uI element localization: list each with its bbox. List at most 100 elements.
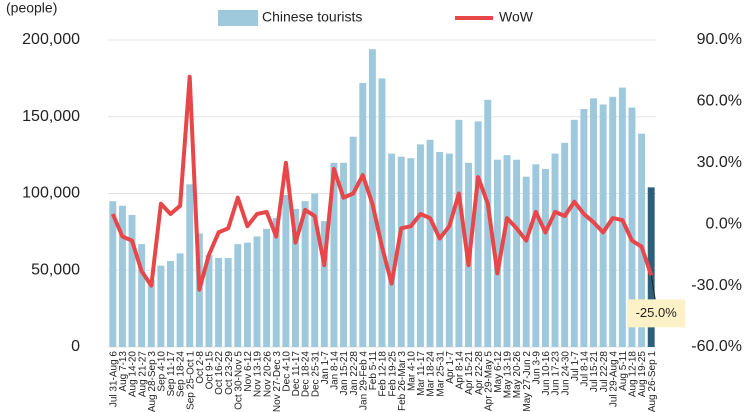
x-tick-label: May 13-19 (503, 351, 514, 399)
bar (253, 236, 261, 347)
bar (407, 158, 415, 347)
x-tick-label: May 20-26 (512, 351, 523, 399)
bar (638, 133, 646, 347)
x-tick-label: Nov 13-19 (253, 351, 264, 398)
x-tick-label: Apr 15-21 (464, 351, 475, 395)
bar (301, 201, 309, 347)
x-tick-label: Oct 30-Nov 5 (233, 351, 244, 410)
bar (416, 144, 424, 347)
x-tick-label: Aug 26-Sep 1 (647, 351, 658, 412)
x-tick-label: Feb 12-18 (378, 351, 389, 397)
x-tick-label: Aug 19-25 (637, 351, 648, 398)
y-tick-label: 0 (71, 338, 80, 355)
y2-tick-label: -60.0% (691, 338, 742, 355)
x-tick-label: Apr 1-7 (445, 351, 456, 384)
x-tick-label: Aug 14-20 (128, 351, 139, 398)
bar (349, 136, 357, 347)
x-tick-label: Jun 10-16 (541, 351, 552, 396)
x-tick-label: Feb 26-Mar 3 (397, 351, 408, 411)
bar (263, 228, 271, 347)
bar (109, 201, 117, 347)
bar (186, 184, 194, 347)
bar (118, 205, 126, 347)
x-tick-label: Oct 23-29 (224, 351, 235, 395)
x-tick-label: Oct 9-15 (205, 351, 216, 390)
bar (167, 261, 174, 347)
y-tick-label: 100,000 (22, 185, 80, 202)
x-tick-label: Oct 2-8 (195, 351, 206, 384)
bar (599, 104, 607, 347)
x-tick-label: Feb 5-11 (368, 351, 379, 391)
bar (580, 109, 588, 347)
bar (128, 214, 136, 347)
x-tick-label: Mar 11-17 (416, 351, 427, 396)
y2-tick-label: 30.0% (697, 154, 742, 171)
bar (292, 208, 299, 347)
bar (474, 121, 482, 347)
x-tick-label: Mar 4-10 (406, 351, 417, 391)
bar (522, 176, 530, 347)
y-tick-label: 50,000 (31, 261, 80, 278)
y-unit-label: (people) (6, 0, 57, 16)
x-tick-label: Nov 20-26 (262, 351, 273, 398)
x-tick-label: Dec 25-31 (310, 351, 321, 398)
bar (234, 244, 242, 347)
x-tick-label: Dec 18-24 (301, 351, 312, 398)
bar (561, 142, 569, 347)
x-tick-label: May 27-Jun 2 (522, 351, 533, 412)
line (110, 74, 654, 292)
bar (215, 257, 223, 347)
x-tick-label: Jan 1-7 (320, 351, 331, 385)
bar (359, 82, 367, 347)
bar (272, 218, 280, 347)
x-tick-label: Jun 24-30 (560, 351, 571, 396)
legend-label: Chinese tourists (262, 9, 362, 25)
bar (311, 193, 319, 347)
x-tick-label: Sep 11-17 (166, 351, 177, 397)
x-tick-label: May 6-12 (493, 351, 504, 393)
bar (484, 99, 492, 348)
bar (647, 187, 655, 347)
bar (138, 244, 146, 347)
legend-swatch (218, 10, 258, 26)
bar (618, 87, 626, 348)
bar (455, 119, 463, 347)
x-tick-label: Aug 28-Sep 3 (147, 351, 158, 412)
y2-tick-label: 90.0% (697, 31, 742, 48)
x-tick-label: Jul 1-7 (570, 351, 581, 381)
x-tick-label: Nov 6-12 (243, 351, 254, 392)
x-tick-label: Sep 4-10 (157, 351, 168, 392)
bar (513, 159, 521, 347)
bar (503, 155, 511, 347)
bar (532, 164, 540, 347)
bar (205, 254, 213, 347)
x-tick-label: Oct 16-22 (214, 351, 225, 395)
bar (157, 265, 165, 347)
y-tick-label: 150,000 (22, 108, 80, 125)
x-tick-label: Jul 31-Aug 6 (108, 351, 119, 408)
y2-tick-label: 0.0% (706, 215, 742, 232)
bar (397, 156, 405, 347)
x-tick-label: Jul 8-14 (580, 351, 591, 387)
x-tick-label: Jan 8-14 (330, 351, 341, 390)
x-tick-label: Jul 15-21 (589, 351, 600, 393)
bar (388, 153, 396, 347)
bar (436, 152, 444, 347)
y2-tick-label: 60.0% (697, 93, 742, 110)
x-tick-label: Jun 17-23 (551, 351, 562, 396)
bar (147, 279, 155, 347)
x-tick-label: Dec 4-10 (282, 351, 293, 392)
data-label: -25.0% (636, 305, 678, 320)
x-tick-label: Aug 12-18 (628, 351, 639, 398)
callout-leader (650, 275, 656, 300)
x-tick-label: Aug 7-13 (118, 351, 129, 392)
bar (378, 78, 386, 347)
x-tick-label: Aug 21-27 (137, 351, 148, 398)
bar (176, 253, 184, 347)
x-tick-label: Mar 25-31 (435, 351, 446, 397)
x-tick-label: Apr 29-May 5 (483, 351, 494, 411)
x-tick-label: Dec 11-17 (291, 351, 302, 397)
bar (445, 153, 453, 347)
x-tick-label: Mar 18-24 (426, 351, 437, 397)
